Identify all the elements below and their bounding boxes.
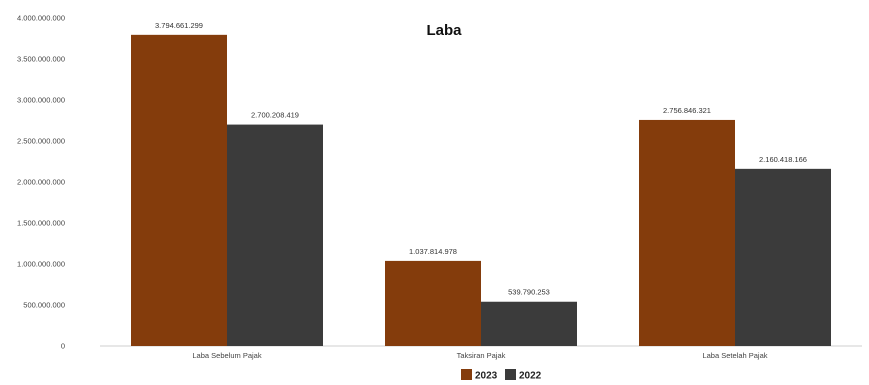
legend-label-2023: 2023 — [475, 371, 498, 382]
x-category-label: Laba Sebelum Pajak — [192, 351, 261, 360]
legend-swatch-2022 — [505, 369, 516, 380]
bar-2022 — [481, 301, 577, 346]
legend-swatch-2023 — [461, 369, 472, 380]
y-tick-label: 4.000.000.000 — [17, 14, 65, 23]
y-tick-label: 3.500.000.000 — [17, 55, 65, 64]
y-tick-label: 500.000.000 — [23, 301, 65, 310]
data-labels-layer: 3.794.661.299 2.700.208.419 1.037.814.978 5… — [155, 21, 807, 297]
y-tick-label: 2.000.000.000 — [17, 178, 65, 187]
bar-2023 — [385, 260, 481, 346]
data-label: 2.756.846.321 — [663, 106, 711, 115]
data-label: 2.160.418.166 — [759, 155, 807, 164]
bar-2022 — [735, 168, 831, 346]
y-tick-label: 2.500.000.000 — [17, 137, 65, 146]
bar-2023 — [131, 34, 227, 347]
data-label: 2.700.208.419 — [251, 111, 299, 120]
legend: 2023 2022 — [461, 369, 542, 382]
y-tick-label: 0 — [61, 342, 65, 351]
chart-title: Laba — [426, 22, 462, 39]
y-tick-label: 1.500.000.000 — [17, 219, 65, 228]
y-tick-label: 3.000.000.000 — [17, 96, 65, 105]
data-label: 539.790.253 — [508, 288, 550, 297]
x-category-label: Taksiran Pajak — [457, 351, 506, 360]
legend-label-2022: 2022 — [519, 371, 542, 382]
bar-2022 — [227, 124, 323, 346]
bar-2023 — [639, 119, 735, 346]
x-category-label: Laba Setelah Pajak — [702, 351, 767, 360]
data-label: 1.037.814.978 — [409, 247, 457, 256]
bars-layer — [131, 34, 831, 347]
data-label: 3.794.661.299 — [155, 21, 203, 30]
y-tick-label: 1.000.000.000 — [17, 260, 65, 269]
